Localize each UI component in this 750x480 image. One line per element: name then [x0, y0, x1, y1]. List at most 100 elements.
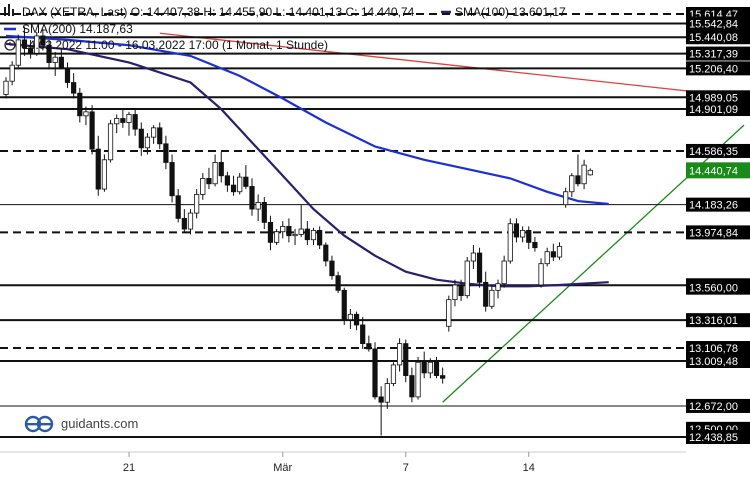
candle[interactable]: [243, 165, 249, 190]
candle[interactable]: [501, 255, 507, 288]
candle[interactable]: [107, 119, 114, 163]
sma100-line[interactable]: [5, 42, 609, 288]
candle[interactable]: [446, 295, 452, 332]
candle[interactable]: [526, 226, 532, 250]
candle[interactable]: [34, 31, 40, 56]
candle[interactable]: [40, 29, 46, 51]
candle[interactable]: [538, 258, 544, 288]
candle[interactable]: [83, 106, 89, 126]
candle[interactable]: [563, 187, 569, 208]
candle[interactable]: [409, 367, 415, 403]
candle[interactable]: [157, 122, 163, 150]
candle[interactable]: [194, 189, 200, 219]
candle[interactable]: [341, 287, 347, 325]
candle[interactable]: [513, 218, 520, 243]
candle[interactable]: [101, 154, 107, 192]
candle[interactable]: [52, 51, 58, 76]
candle[interactable]: [372, 342, 378, 400]
candle[interactable]: [138, 122, 144, 156]
candle[interactable]: [347, 308, 354, 329]
trendline-red[interactable]: [159, 32, 745, 98]
candle[interactable]: [126, 111, 132, 136]
candle[interactable]: [150, 125, 157, 144]
candle[interactable]: [292, 229, 298, 246]
candle[interactable]: [175, 189, 181, 223]
candle[interactable]: [556, 242, 563, 260]
candle[interactable]: [440, 367, 446, 384]
candle[interactable]: [261, 197, 267, 230]
candle[interactable]: [218, 151, 224, 183]
candle[interactable]: [212, 154, 218, 187]
candle[interactable]: [9, 61, 15, 86]
candle[interactable]: [27, 39, 34, 59]
candle[interactable]: [15, 34, 21, 70]
candle[interactable]: [181, 209, 187, 232]
candle[interactable]: [95, 135, 101, 196]
candle[interactable]: [378, 386, 384, 436]
candle[interactable]: [169, 154, 175, 203]
candle[interactable]: [464, 257, 470, 299]
candle[interactable]: [458, 279, 464, 301]
candle[interactable]: [132, 109, 138, 136]
candle[interactable]: [587, 168, 593, 176]
candle[interactable]: [224, 171, 230, 192]
candle[interactable]: [520, 226, 526, 243]
candle[interactable]: [353, 311, 360, 331]
candle[interactable]: [483, 271, 489, 312]
candle[interactable]: [298, 205, 304, 238]
candle[interactable]: [120, 109, 126, 128]
candle[interactable]: [403, 339, 409, 383]
candle[interactable]: [421, 351, 427, 379]
candle[interactable]: [200, 173, 206, 200]
candle[interactable]: [581, 159, 587, 190]
candle[interactable]: [273, 229, 280, 246]
candle[interactable]: [255, 194, 261, 222]
candle[interactable]: [384, 378, 390, 409]
candle[interactable]: [507, 218, 513, 264]
candle[interactable]: [323, 242, 329, 267]
candle[interactable]: [489, 284, 495, 309]
candle[interactable]: [286, 218, 292, 243]
candle[interactable]: [476, 247, 483, 288]
candle[interactable]: [89, 105, 95, 155]
candle[interactable]: [415, 356, 421, 400]
candle[interactable]: [46, 39, 52, 70]
candle[interactable]: [427, 358, 433, 379]
candle[interactable]: [366, 335, 372, 352]
candle[interactable]: [237, 173, 243, 195]
candle[interactable]: [114, 114, 120, 134]
candle[interactable]: [249, 178, 255, 216]
candle[interactable]: [310, 227, 317, 246]
candle[interactable]: [396, 338, 403, 372]
candle[interactable]: [495, 279, 501, 299]
candle[interactable]: [144, 133, 151, 155]
candle[interactable]: [329, 255, 335, 280]
candle[interactable]: [304, 221, 310, 246]
candle[interactable]: [335, 271, 341, 293]
candle[interactable]: [433, 356, 440, 379]
candle[interactable]: [575, 154, 581, 187]
candle[interactable]: [71, 73, 77, 99]
candle[interactable]: [470, 245, 477, 270]
candle[interactable]: [569, 173, 575, 198]
candle[interactable]: [77, 87, 83, 123]
candle[interactable]: [21, 26, 28, 56]
level-label-box: [686, 143, 750, 158]
candle[interactable]: [3, 77, 9, 99]
candle[interactable]: [317, 226, 323, 250]
candle[interactable]: [58, 49, 64, 70]
candle[interactable]: [163, 135, 169, 170]
candle[interactable]: [187, 209, 194, 235]
candle[interactable]: [280, 221, 286, 239]
candle[interactable]: [550, 243, 556, 262]
candle[interactable]: [64, 62, 71, 88]
candle[interactable]: [544, 247, 550, 267]
candle[interactable]: [532, 237, 538, 252]
candle[interactable]: [230, 175, 237, 196]
candle[interactable]: [360, 316, 366, 349]
sma200-line[interactable]: [5, 34, 609, 206]
candle[interactable]: [390, 362, 397, 387]
candle[interactable]: [206, 167, 212, 190]
candle[interactable]: [452, 279, 458, 307]
candle[interactable]: [267, 215, 274, 251]
